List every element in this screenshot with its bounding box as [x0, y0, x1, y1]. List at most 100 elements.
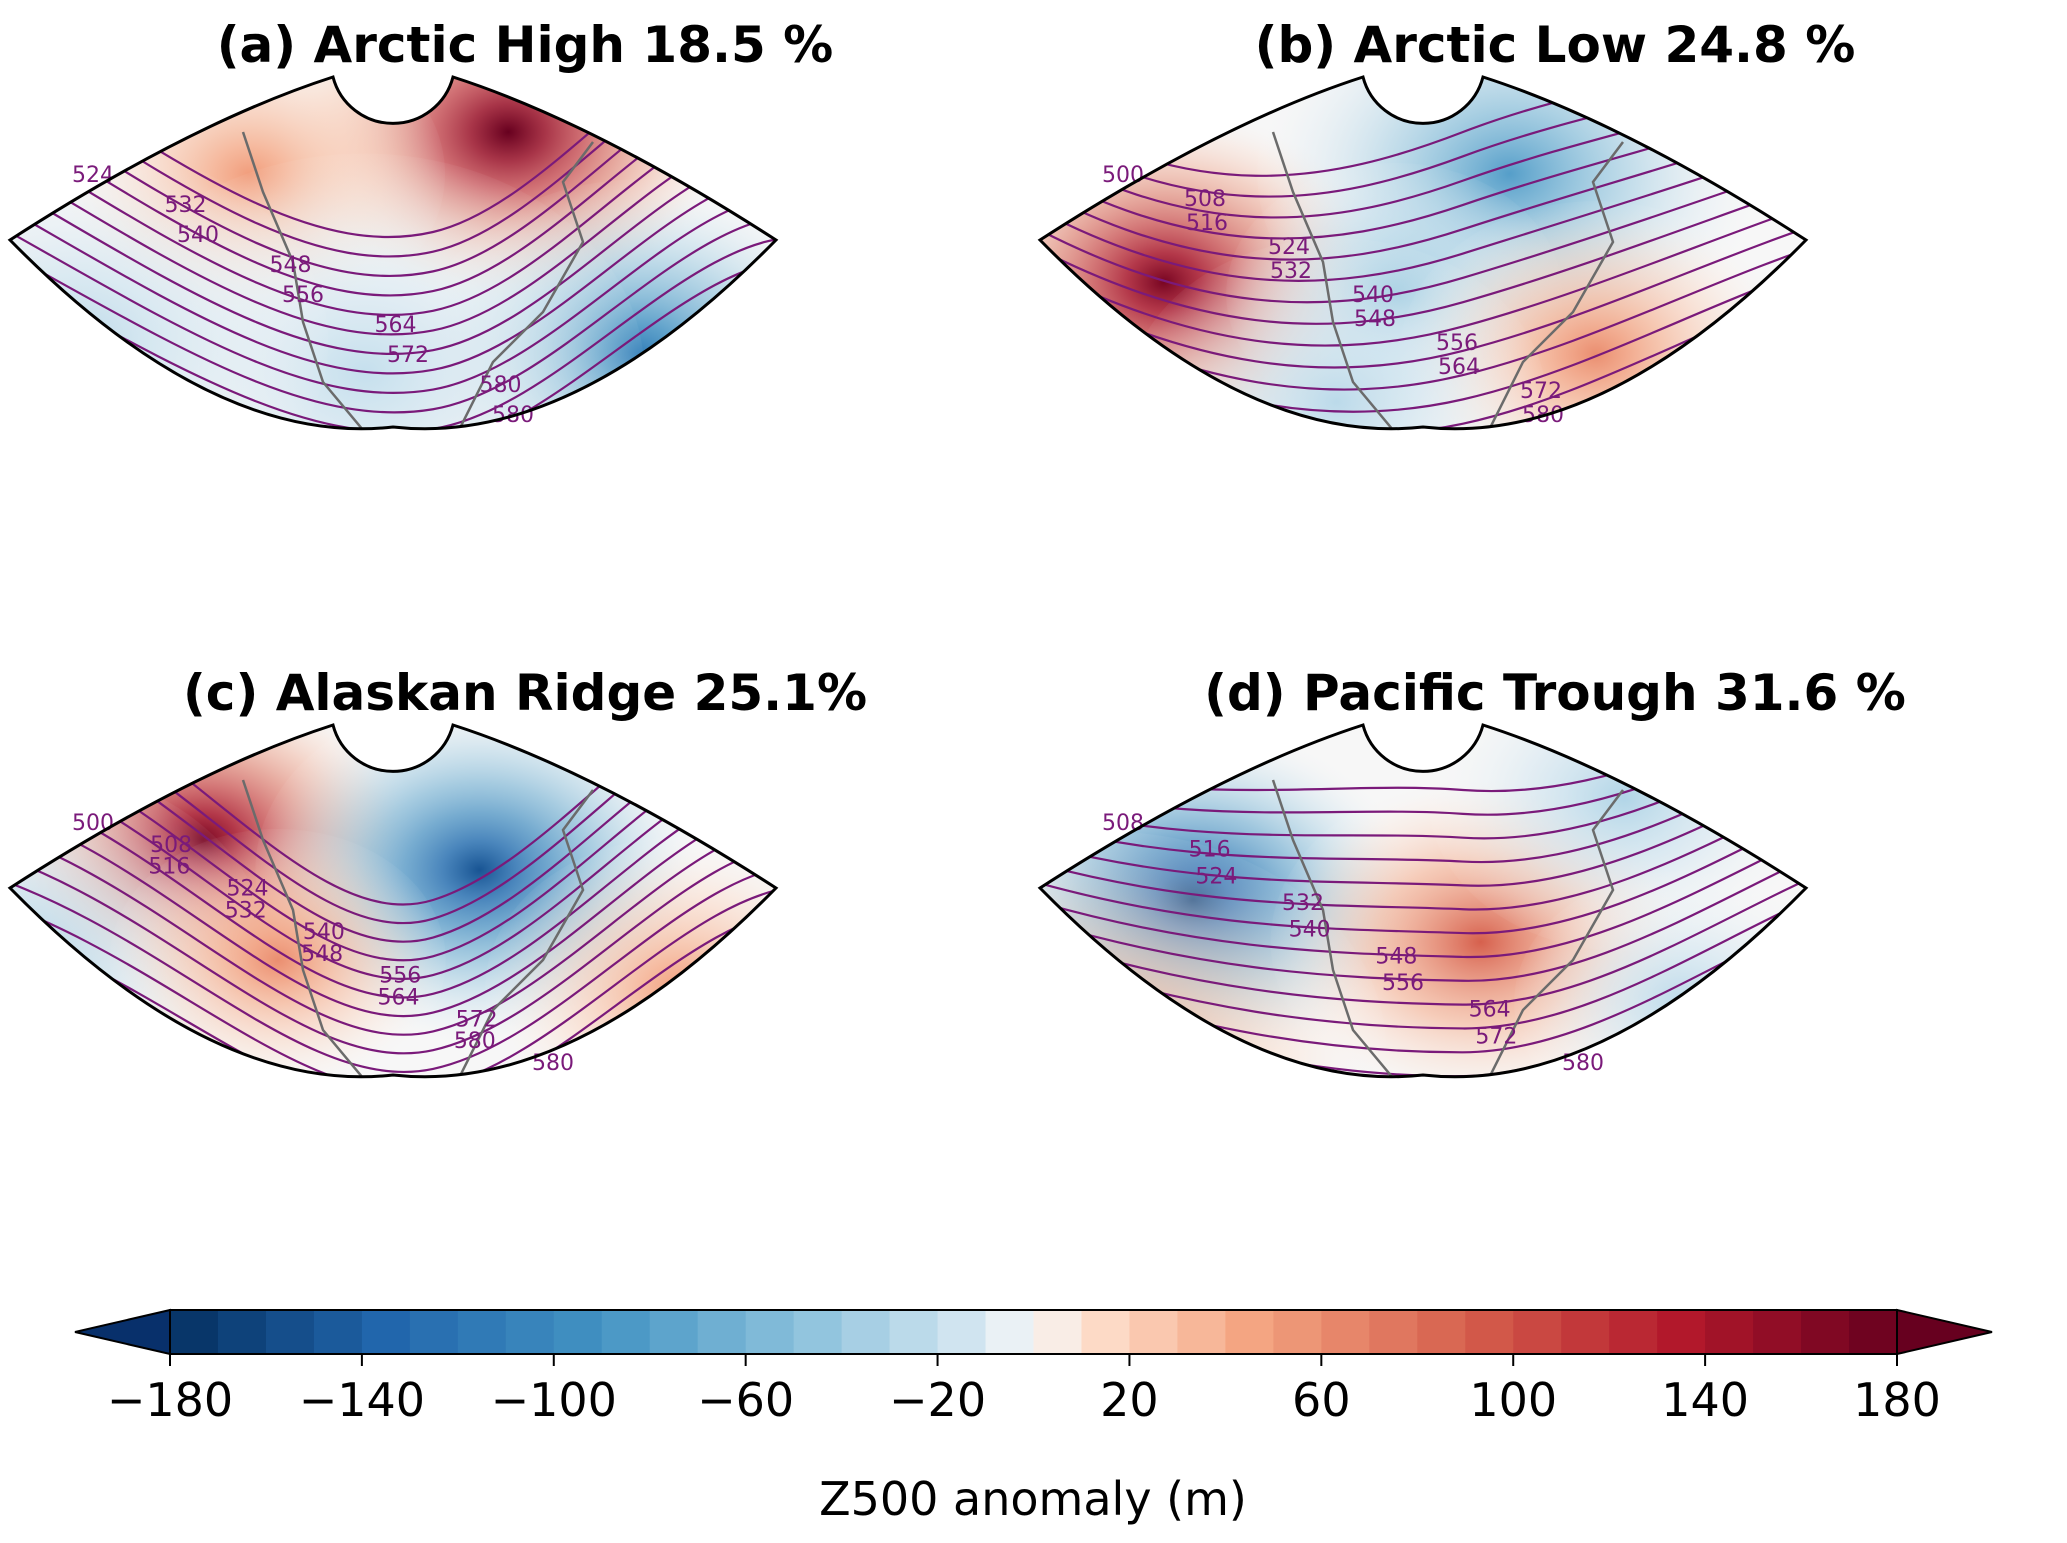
- colorbar-bin: [1417, 1310, 1466, 1354]
- colorbar-bin: [1177, 1310, 1226, 1354]
- colorbar-bin: [1705, 1310, 1754, 1354]
- colorbar-tick-label: −140: [299, 1373, 425, 1427]
- contour-label: 580: [454, 1029, 496, 1054]
- colorbar-bin: [1513, 1310, 1562, 1354]
- contour-label: 556: [379, 964, 421, 989]
- z500-contour: [10, 170, 776, 375]
- colorbar-bin: [1753, 1310, 1802, 1354]
- colorbar-bin: [1609, 1310, 1658, 1354]
- colorbar-bin: [1849, 1310, 1898, 1354]
- panel-title-a: (a) Arctic High 18.5 %: [217, 16, 834, 74]
- contour-label: 532: [1282, 891, 1324, 916]
- contour-label: 508: [150, 833, 192, 858]
- map-frame: [1037, 75, 1809, 431]
- contour-label: 540: [1289, 918, 1331, 943]
- contour-label: 532: [1270, 259, 1312, 284]
- contour-label: 500: [72, 811, 114, 836]
- z500-contour: [10, 905, 776, 1077]
- contour-label: 516: [1189, 838, 1231, 863]
- colorbar-bin: [1465, 1310, 1514, 1354]
- colorbar-bin: [1033, 1310, 1082, 1354]
- colorbar-bin: [409, 1310, 459, 1354]
- colorbar-tick-label: 100: [1469, 1373, 1557, 1427]
- z500-contour: [1040, 171, 1806, 325]
- colorbar-bin: [937, 1310, 987, 1354]
- contour-label: 540: [1352, 283, 1394, 308]
- colorbar-bin: [265, 1310, 315, 1354]
- contour-label: 516: [148, 855, 190, 880]
- colorbar-bin: [553, 1310, 603, 1354]
- z500-contour: [1040, 214, 1806, 369]
- contour-label: 532: [165, 193, 207, 218]
- colorbar-tick-label: −180: [107, 1373, 233, 1427]
- contour-label: 556: [1436, 331, 1478, 356]
- colorbar-bin: [1273, 1310, 1322, 1354]
- colorbar-bin: [457, 1310, 507, 1354]
- contour-label: 516: [1186, 211, 1228, 236]
- colorbar-tick-label: 140: [1661, 1373, 1749, 1427]
- z500-contour: [10, 862, 776, 1073]
- coastline: [241, 779, 594, 1077]
- colorbar-bin: [361, 1310, 411, 1354]
- colorbar-bin: [505, 1310, 555, 1354]
- contour-label: 564: [1469, 998, 1511, 1023]
- colorbar-bin: [1129, 1310, 1178, 1354]
- z500-contour: [10, 884, 776, 1077]
- z500-contour: [10, 798, 776, 1018]
- anomaly-center: [1399, 201, 1792, 429]
- colorbar-bin: [170, 1310, 219, 1354]
- panel-title-d: (d) Pacific Trough 31.6 %: [1204, 664, 1906, 722]
- anomaly-center: [1428, 725, 1806, 951]
- contour-label: 524: [1268, 235, 1310, 260]
- colorbar-extend-low: [74, 1308, 171, 1356]
- contour-label: 524: [72, 163, 114, 188]
- contour-label: 548: [1375, 944, 1417, 969]
- anomaly-center: [1126, 238, 1547, 429]
- contour-label: 564: [375, 313, 417, 338]
- colorbar-bin: [889, 1310, 939, 1354]
- z500-contour: [1040, 841, 1806, 982]
- colorbar-bin: [1801, 1310, 1850, 1354]
- contour-label: 556: [1382, 971, 1424, 996]
- contour-label: 508: [1102, 811, 1144, 836]
- panel-title-b: (b) Arctic Low 24.8 %: [1255, 16, 1856, 74]
- contour-label: 572: [456, 1007, 498, 1032]
- contour-label: 548: [301, 942, 343, 967]
- contour-label: 580: [480, 373, 522, 398]
- z500-contour: [1040, 150, 1806, 304]
- contour-label: 540: [303, 920, 345, 945]
- colorbar-bin: [601, 1310, 651, 1354]
- contour-label: 540: [177, 223, 219, 248]
- contour-label: 572: [1475, 1024, 1517, 1049]
- colorbar-bin: [1225, 1310, 1274, 1354]
- colorbar-label: Z500 anomaly (m): [819, 1472, 1247, 1526]
- colorbar-bin: [745, 1310, 795, 1354]
- map-frame: [1037, 723, 1809, 1079]
- colorbar-bin: [793, 1310, 843, 1354]
- map-frame: [7, 75, 779, 431]
- colorbar-bin: [1561, 1310, 1610, 1354]
- colorbar-bin: [1321, 1310, 1370, 1354]
- contour-label: 524: [227, 876, 269, 901]
- colorbar-bin: [217, 1310, 267, 1354]
- contour-label: 572: [1520, 379, 1562, 404]
- anomaly-center: [1514, 870, 1806, 1077]
- colorbar-bin: [1369, 1310, 1418, 1354]
- z500-contour: [10, 235, 776, 429]
- colorbar-extend-high: [1896, 1308, 1993, 1356]
- contour-label: 556: [282, 283, 324, 308]
- z500-contour: [1040, 862, 1806, 1006]
- z500-contour: [10, 841, 776, 1055]
- colorbar-tick-label: −20: [889, 1373, 986, 1427]
- z500-contour: [1040, 884, 1806, 1030]
- colorbar-tick-label: −100: [491, 1373, 617, 1427]
- z500-contour: [10, 213, 776, 414]
- z500-contour: [1040, 798, 1806, 935]
- contour-label: 572: [387, 343, 429, 368]
- z500-contour: [1040, 193, 1806, 347]
- colorbar-bin: [841, 1310, 891, 1354]
